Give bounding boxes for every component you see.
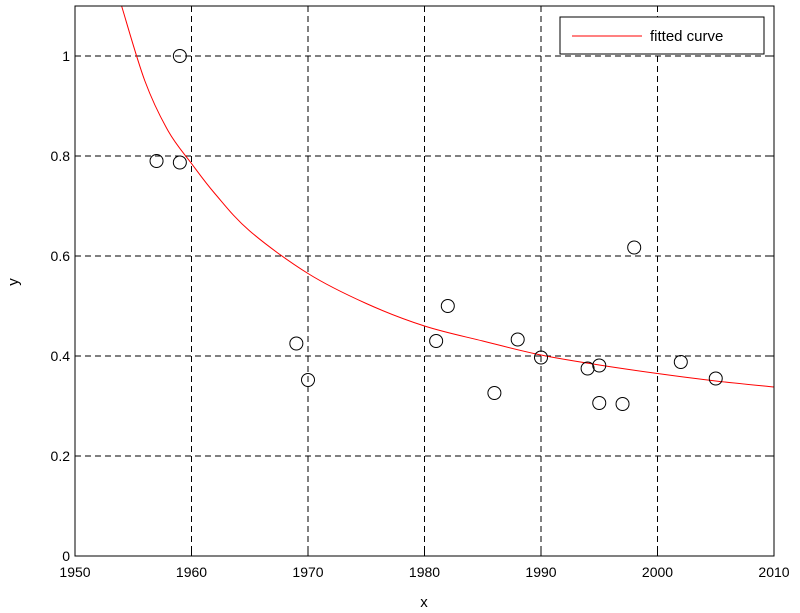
x-axis-label: x — [420, 594, 428, 611]
x-tick-label: 2010 — [758, 564, 789, 580]
x-tick-label: 1980 — [409, 564, 440, 580]
y-tick-label: 1 — [62, 48, 70, 64]
data-point — [172, 49, 187, 63]
data-point — [673, 355, 688, 369]
x-tick-label: 1990 — [525, 564, 556, 580]
x-tick-labels: 1950 1960 1970 1980 1990 2000 2010 — [59, 564, 789, 580]
y-axis-label: y — [5, 278, 22, 286]
data-point — [708, 371, 723, 386]
data-point — [510, 332, 525, 347]
data-point — [149, 154, 164, 168]
x-tick-label: 1960 — [176, 564, 207, 580]
legend-label-fitted-curve: fitted curve — [650, 28, 723, 45]
data-point — [301, 373, 315, 387]
scatter-points-layer — [149, 49, 723, 411]
y-tick-label: 0.4 — [51, 348, 71, 364]
data-point — [592, 396, 607, 410]
data-point — [429, 334, 444, 348]
data-point — [615, 397, 630, 411]
plot-frame — [74, 5, 775, 557]
data-point — [592, 358, 607, 373]
fitted-curve-line — [121, 5, 775, 388]
data-point — [289, 336, 304, 351]
y-tick-label: 0.6 — [51, 248, 71, 264]
data-point — [487, 386, 502, 400]
y-tick-label: 0.2 — [51, 448, 71, 464]
legend: fitted curve — [559, 16, 765, 55]
y-tick-label: 0.8 — [51, 148, 71, 164]
legend-box — [559, 16, 765, 55]
data-point — [627, 240, 642, 255]
data-point — [172, 155, 187, 170]
y-tick-labels: 0 0.2 0.4 0.6 0.8 1 — [51, 48, 71, 564]
data-point — [580, 361, 595, 376]
fitted-curve-layer — [121, 5, 775, 388]
x-tick-label: 1950 — [59, 564, 90, 580]
y-tick-label: 0 — [62, 548, 70, 564]
x-tick-label: 1970 — [292, 564, 323, 580]
x-tick-label: 2000 — [642, 564, 673, 580]
data-point — [440, 299, 455, 313]
grid-lines — [75, 6, 774, 556]
data-point — [534, 350, 548, 365]
